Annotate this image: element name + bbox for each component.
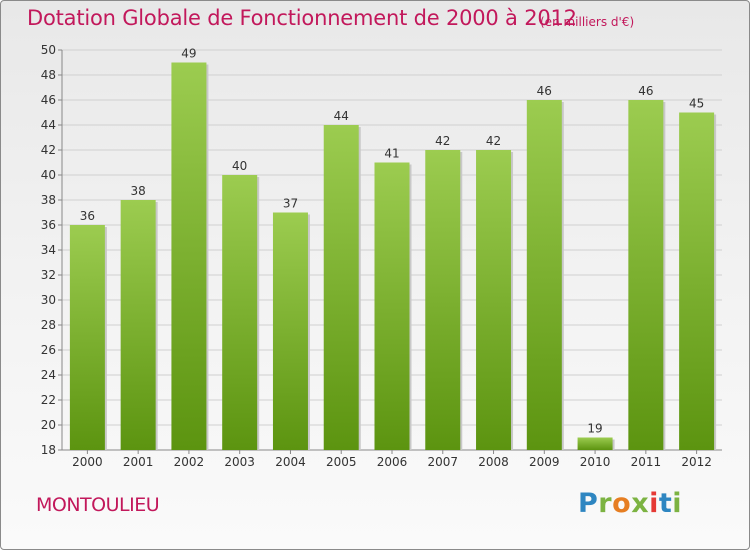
chart-title: Dotation Globale de Fonctionnement de 20… (27, 6, 577, 30)
y-tick-label: 26 (41, 343, 56, 357)
bar-2005 (323, 125, 359, 450)
y-tick-label: 24 (41, 368, 56, 382)
bar-2000 (69, 225, 105, 450)
x-tick-label: 2002 (174, 455, 205, 469)
data-label: 45 (689, 97, 704, 111)
y-tick-label: 48 (41, 68, 56, 82)
y-tick-label: 36 (41, 218, 56, 232)
y-tick-label: 38 (41, 193, 56, 207)
y-tick-label: 44 (41, 118, 56, 132)
x-tick-label: 2001 (123, 455, 154, 469)
bar-2001 (120, 200, 156, 450)
y-tick-label: 50 (41, 43, 56, 57)
bar-2003 (222, 175, 258, 450)
data-label: 41 (384, 147, 399, 161)
bar-2008 (476, 150, 512, 450)
bar-2004 (272, 212, 308, 450)
data-label: 49 (181, 47, 196, 61)
y-tick-label: 32 (41, 268, 56, 282)
data-label: 44 (334, 109, 349, 123)
labels: 36 38 49 40 37 44 41 42 42 46 19 46 45 (80, 47, 705, 436)
y-tick-label: 22 (41, 393, 56, 407)
data-label: 38 (131, 184, 146, 198)
y-tick-label: 46 (41, 93, 56, 107)
y-tick-label: 42 (41, 143, 56, 157)
bar-2010 (577, 437, 613, 450)
data-label: 19 (587, 422, 602, 436)
proxiti-logo: Proxiti (578, 488, 683, 519)
data-label: 36 (80, 209, 95, 223)
data-label: 46 (638, 84, 653, 98)
data-label: 46 (537, 84, 552, 98)
bar-2011 (628, 100, 664, 450)
y-tick-label: 30 (41, 293, 56, 307)
x-tick-label: 2004 (275, 455, 306, 469)
bar-2012 (679, 112, 715, 450)
x-tick-label: 2006 (377, 455, 408, 469)
x-tick-label: 2010 (580, 455, 611, 469)
x-tick-label: 2000 (72, 455, 103, 469)
y-tick-label: 18 (41, 443, 56, 457)
data-label: 42 (486, 134, 501, 148)
y-tick-label: 34 (41, 243, 56, 257)
x-tick-label: 2008 (478, 455, 509, 469)
data-label: 37 (283, 197, 298, 211)
x-tick-label: 2005 (326, 455, 357, 469)
x-tick-label: 2007 (427, 455, 458, 469)
city-name: MONTOULIEU (36, 494, 160, 516)
x-tick-label: 2011 (631, 455, 662, 469)
y-tick-label: 40 (41, 168, 56, 182)
y-tick-label: 28 (41, 318, 56, 332)
bar-2007 (425, 150, 461, 450)
chart-subtitle: (en milliers d'€) (540, 15, 635, 29)
bar-2006 (374, 162, 410, 450)
data-label: 42 (435, 134, 450, 148)
bars (69, 62, 717, 450)
data-label: 40 (232, 159, 247, 173)
bar-2009 (526, 100, 562, 450)
x-tick-label: 2012 (681, 455, 712, 469)
y-tick-label: 20 (41, 418, 56, 432)
x-tick-label: 2003 (224, 455, 255, 469)
bar-2002 (171, 62, 207, 450)
x-tick-label: 2009 (529, 455, 560, 469)
